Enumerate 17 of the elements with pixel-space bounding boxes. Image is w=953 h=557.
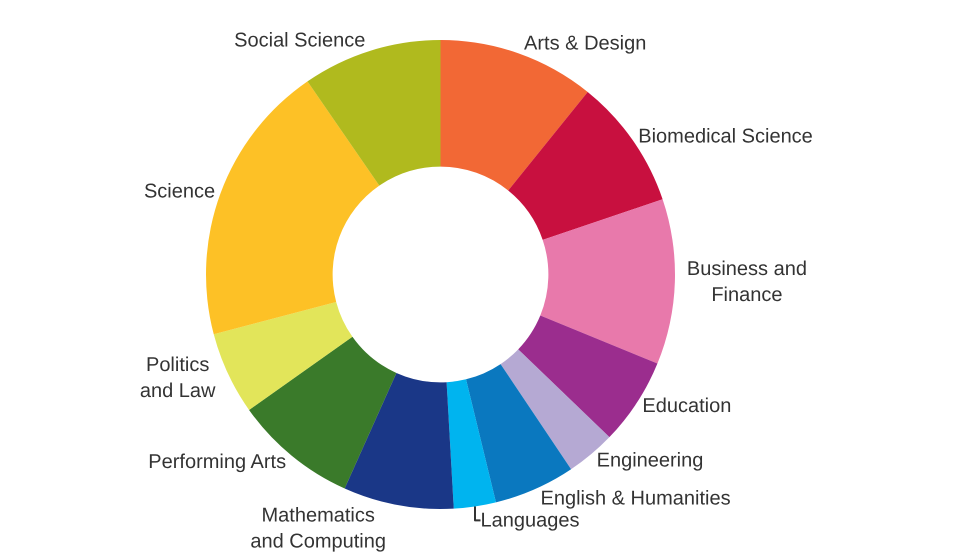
slice-label: Engineering xyxy=(596,450,704,472)
donut-slice xyxy=(446,379,496,509)
donut-slice xyxy=(344,372,454,509)
slice-label: Arts & Design xyxy=(524,32,646,55)
donut-slice xyxy=(540,199,675,364)
slice-label: Politics and Law xyxy=(140,354,216,402)
slice-label: Social Science xyxy=(234,30,366,52)
slice-label: English & Humanities xyxy=(540,487,731,510)
slice-label: Languages xyxy=(480,509,580,532)
donut-slice xyxy=(214,302,352,410)
slice-label: Science xyxy=(144,180,216,203)
slice-label: Education xyxy=(642,394,732,417)
slice-label: Business and Finance xyxy=(686,258,807,306)
slice-label: Biomedical Science xyxy=(638,126,813,148)
slice-label: Performing Arts xyxy=(148,451,286,474)
donut-slice xyxy=(249,336,396,489)
slice-label: Mathematics and Computing xyxy=(250,504,386,552)
